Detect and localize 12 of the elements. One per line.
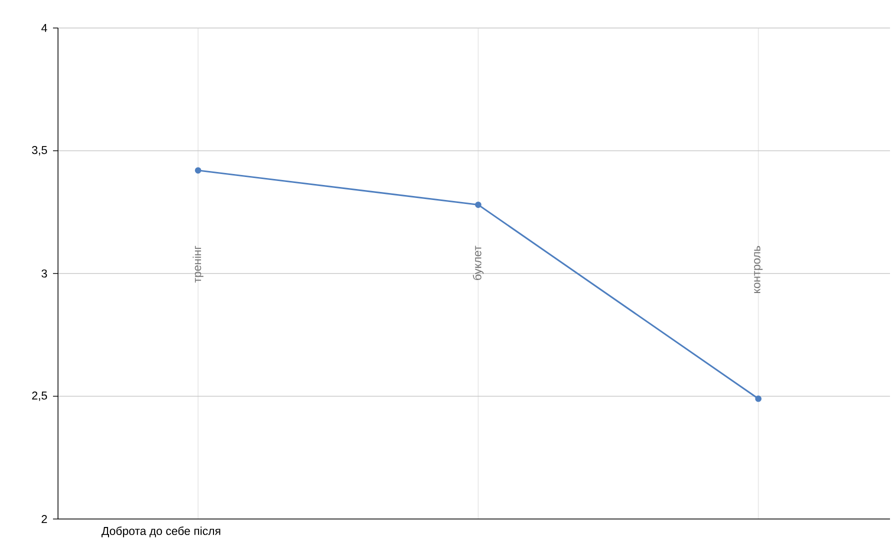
- x-tick-label: буклет: [472, 246, 484, 280]
- y-tick-label: 2,5: [32, 392, 47, 401]
- point: [475, 202, 482, 208]
- point: [194, 167, 202, 174]
- x-tick-label: тренінг: [192, 246, 204, 283]
- x-axis-title: Доброта до себе після: [102, 526, 220, 538]
- y-tick-label: 3: [42, 269, 47, 278]
- x-tick-label: контроль: [754, 246, 763, 293]
- y-tick-label: 3,5: [32, 146, 47, 156]
- point: [755, 396, 762, 402]
- y-tick-label: 4: [41, 24, 48, 32]
- y-tick-label: 2: [42, 515, 47, 523]
